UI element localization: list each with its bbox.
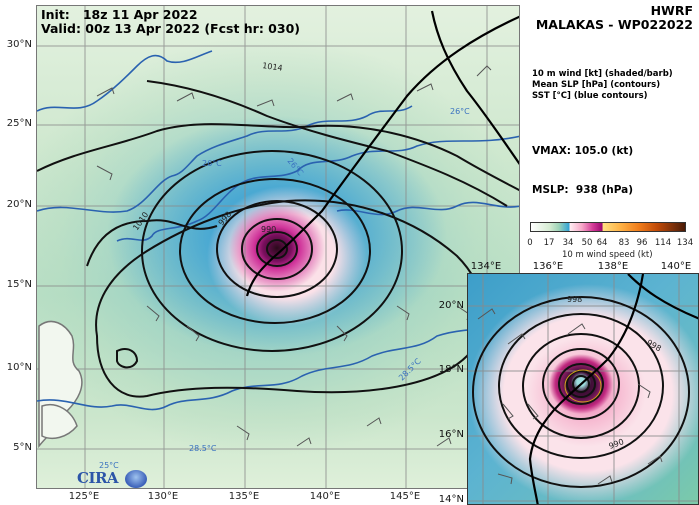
wind-barbs — [96, 65, 510, 447]
wind-speed-colorbar — [530, 222, 686, 232]
slp-contours — [37, 80, 519, 398]
colorbar-tick: 0 — [527, 238, 533, 248]
sst-label-25c: 25°C — [99, 461, 119, 470]
sst-contours — [37, 50, 519, 411]
inset-lat-18n: 18°N — [438, 364, 464, 375]
inset-slp-contours — [472, 296, 690, 488]
inset-lat-14n: 14°N — [438, 494, 464, 505]
colorbar-tick: 50 — [581, 238, 593, 248]
valid-time: Valid: 00z 13 Apr 2022 (Fcst hr: 030) — [41, 21, 300, 36]
lat-label-10n: 10°N — [6, 362, 32, 373]
colorbar-title: 10 m wind speed (kt) — [562, 250, 653, 260]
colorbar-tick: 114 — [654, 238, 672, 248]
cira-logo-text: CIRA — [77, 469, 119, 487]
main-forecast-map: 1014 1010 998 990 26°C 26°C 26°C 28.5°C … — [36, 5, 520, 489]
colorbar-tick: 96 — [636, 238, 648, 248]
vmax-value: VMAX: 105.0 (kt) — [532, 145, 634, 157]
colorbar-tick: 17 — [543, 238, 555, 248]
legend-sst: SST [°C] (blue contours) — [532, 91, 648, 101]
legend-wind: 10 m wind [kt] (shaded/barb) — [532, 69, 673, 79]
sst-label-28-5c: 28.5°C — [189, 444, 217, 453]
init-time: Init: 18z 11 Apr 2022 — [41, 7, 198, 22]
sst-label-26c: 26°C — [202, 159, 222, 168]
cira-logo: CIRA — [77, 469, 147, 488]
lon-label-125e: 125°E — [68, 491, 100, 502]
lat-label-25n: 25°N — [6, 118, 32, 129]
colorbar-tick: 83 — [618, 238, 630, 248]
colorbar-tick: 64 — [596, 238, 608, 248]
slp-label-1014: 1014 — [262, 61, 283, 73]
legend-slp: Mean SLP [hPa] (contours) — [532, 80, 661, 90]
inset-overlays: 998 990 998 — [468, 274, 698, 504]
inset-zoom-map: 998 990 998 — [467, 273, 699, 505]
gridlines — [37, 6, 519, 488]
lat-label-20n: 20°N — [6, 199, 32, 210]
lon-label-130e: 130°E — [147, 491, 179, 502]
inset-gridlines — [468, 274, 698, 504]
storm-name: MALAKAS - WP022022 — [535, 17, 693, 32]
lon-label-145e: 145°E — [389, 491, 421, 502]
legend-info: 10 m wind [kt] (shaded/barb) Mean SLP [h… — [532, 69, 673, 102]
colorbar-tick: 134 — [676, 238, 694, 248]
inset-wind-barbs — [477, 308, 663, 485]
inset-lon-138e: 138°E — [597, 261, 629, 272]
lon-label-140e: 140°E — [309, 491, 341, 502]
inset-lon-140e: 140°E — [660, 261, 692, 272]
inset-lat-20n: 20°N — [438, 300, 464, 311]
sst-label-26c: 26°C — [450, 107, 470, 116]
inset-slp-label-998: 998 — [567, 295, 582, 304]
mslp-value: MSLP: 938 (hPa) — [532, 184, 634, 196]
inset-lon-136e: 136°E — [532, 261, 564, 272]
lat-label-5n: 5°N — [13, 442, 32, 453]
colorbar-tick: 34 — [562, 238, 574, 248]
inset-lat-16n: 16°N — [438, 429, 464, 440]
slp-label-990: 990 — [261, 225, 276, 234]
cira-globe-icon — [124, 470, 147, 488]
lat-label-30n: 30°N — [6, 39, 32, 50]
inset-eyewall — [564, 369, 602, 403]
land-philippines — [38, 320, 83, 449]
map-overlays: 1014 1010 998 990 26°C 26°C 26°C 28.5°C … — [37, 6, 519, 488]
inset-lon-134e: 134°E — [470, 261, 502, 272]
lat-label-15n: 15°N — [6, 279, 32, 290]
lon-label-135e: 135°E — [228, 491, 260, 502]
inset-storm-track — [528, 274, 698, 504]
storm-stats: VMAX: 105.0 (kt) MSLP: 938 (hPa) — [532, 119, 633, 210]
storm-track — [245, 10, 519, 297]
model-name: HWRF — [650, 3, 693, 18]
title-block: HWRF MALAKAS - WP022022 — [536, 4, 693, 32]
